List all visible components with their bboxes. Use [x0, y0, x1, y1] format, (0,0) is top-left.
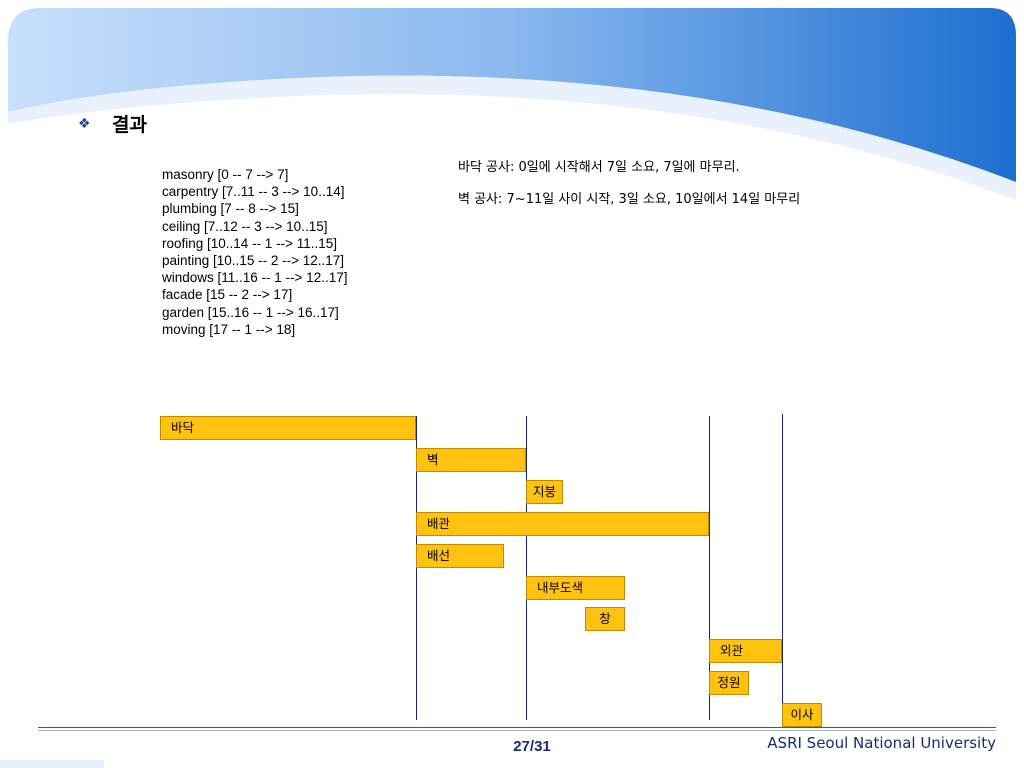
- bar-carpentry: 벽: [416, 448, 526, 472]
- note-floor: 바닥 공사: 0일에 시작해서 7일 소요, 7일에 마무리.: [458, 160, 740, 175]
- bar-windows: 창: [585, 607, 625, 631]
- note-wall: 벽 공사: 7~11일 사이 시작, 3일 소요, 10일에서 14일 마무리: [458, 192, 801, 207]
- bar-roofing: 지붕: [526, 480, 563, 504]
- footer-divider: [38, 727, 996, 728]
- bar-garden: 정원: [709, 671, 749, 695]
- milestone-line: [709, 416, 710, 720]
- organization-name: ASRI Seoul National University: [767, 734, 996, 752]
- corner-decoration: [0, 760, 104, 768]
- bar-wiring: 배선: [416, 544, 504, 568]
- milestone-line: [782, 414, 783, 720]
- list-item: roofing [10..14 -- 1 --> 11..15]: [162, 235, 337, 251]
- bar-painting: 내부도색: [526, 576, 625, 600]
- bar-plumbing: 배관: [416, 512, 709, 536]
- bar-facade: 외관: [709, 639, 782, 663]
- bar-moving: 이사: [782, 703, 822, 727]
- list-item: moving [17 -- 1 --> 18]: [162, 321, 296, 337]
- list-item: ceiling [7..12 -- 3 --> 10..15]: [162, 218, 328, 234]
- slide-title: 결과: [112, 114, 147, 136]
- list-item: painting [10..15 -- 2 --> 12..17]: [162, 253, 344, 269]
- milestone-line: [416, 416, 417, 720]
- bar-masonry: 바닥: [160, 416, 416, 440]
- list-item: garden [15..16 -- 1 --> 16..17]: [162, 304, 339, 320]
- footer-divider-secondary: [38, 730, 996, 731]
- schedule-list: masonry [0 -- 7 --> 7] carpentry [7..11 …: [162, 166, 347, 338]
- page-number: 27/31: [513, 738, 551, 755]
- header-banner: [8, 8, 1016, 200]
- list-item: masonry [0 -- 7 --> 7]: [162, 167, 289, 182]
- milestone-line: [526, 416, 527, 720]
- list-item: facade [15 -- 2 --> 17]: [162, 287, 293, 303]
- list-item: windows [11..16 -- 1 --> 12..17]: [162, 270, 348, 286]
- list-item: plumbing [7 -- 8 --> 15]: [162, 201, 299, 217]
- list-item: carpentry [7..11 -- 3 --> 10..14]: [162, 184, 345, 200]
- bullet-icon: ❖: [78, 116, 91, 132]
